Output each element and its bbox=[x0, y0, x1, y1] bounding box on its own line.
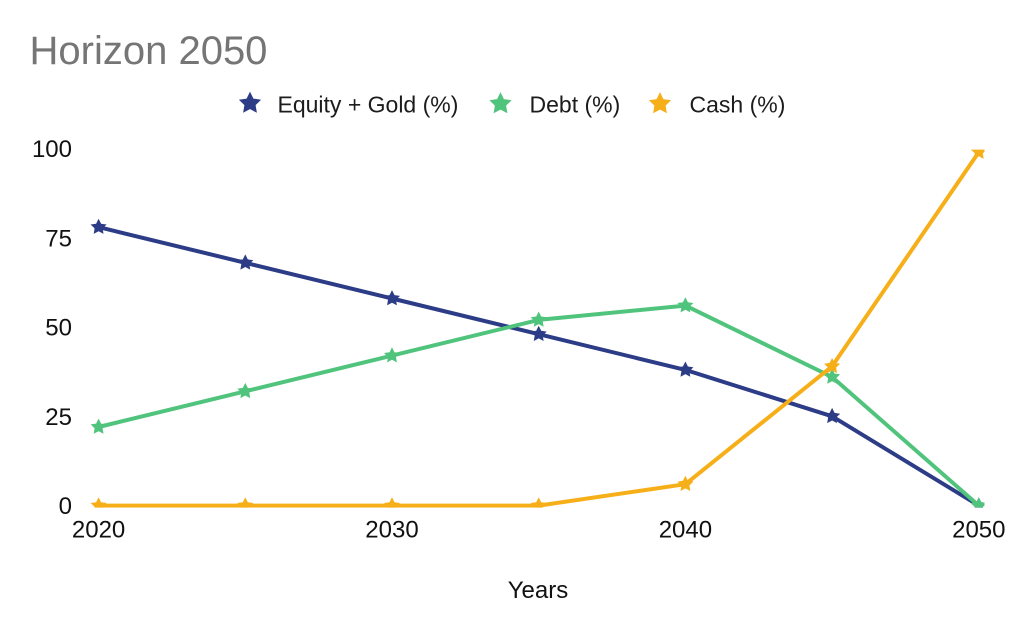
svg-text:Horizon 2050: Horizon 2050 bbox=[30, 29, 268, 73]
svg-text:2020: 2020 bbox=[72, 517, 125, 544]
svg-text:75: 75 bbox=[45, 225, 72, 252]
svg-text:Debt (%): Debt (%) bbox=[530, 91, 621, 117]
svg-text:Equity + Gold (%): Equity + Gold (%) bbox=[278, 91, 459, 117]
svg-text:Years: Years bbox=[508, 577, 569, 604]
svg-text:2040: 2040 bbox=[659, 517, 712, 544]
svg-text:50: 50 bbox=[45, 315, 72, 342]
svg-text:0: 0 bbox=[59, 493, 72, 520]
svg-text:2030: 2030 bbox=[365, 517, 418, 544]
svg-text:100: 100 bbox=[32, 136, 72, 163]
svg-text:25: 25 bbox=[45, 404, 72, 431]
svg-text:2050: 2050 bbox=[952, 517, 1005, 544]
svg-text:Cash (%): Cash (%) bbox=[690, 91, 786, 117]
